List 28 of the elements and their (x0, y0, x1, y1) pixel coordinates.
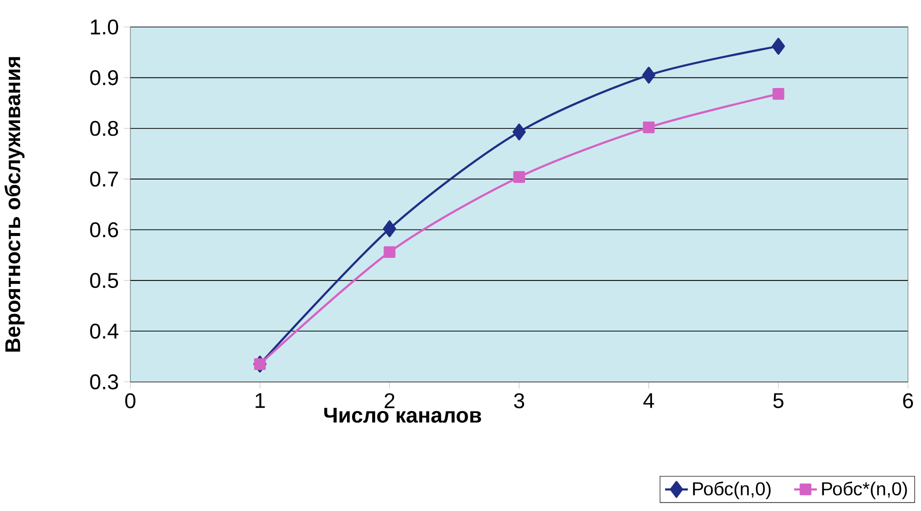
point (772, 88, 784, 100)
y-tick-label: 0.4 (90, 324, 118, 339)
x-tick-label: 1 (256, 393, 265, 408)
point (382, 220, 396, 238)
x-tick-label: 6 (903, 393, 913, 408)
y-axis-title: Вероятность обслуживания (4, 57, 25, 352)
x-tick-label: 5 (773, 393, 784, 408)
y-tick-label: 0.6 (90, 222, 118, 238)
point (512, 124, 526, 140)
point (642, 66, 656, 84)
point (772, 38, 785, 55)
point (384, 246, 396, 258)
y-tick-label: 1.0 (90, 20, 118, 35)
legend-label: Робс(n,0) (693, 482, 771, 500)
y-tick-label: 0.8 (90, 120, 118, 136)
point (254, 358, 266, 370)
x-tick-label: 0 (125, 393, 136, 408)
x-axis-title: Число каналов (324, 408, 482, 423)
point (513, 171, 526, 184)
y-tick-label: 0.5 (90, 273, 118, 288)
x-tick-label: 4 (643, 393, 654, 408)
point (642, 122, 655, 134)
x-tick-label: 2 (384, 393, 394, 408)
y-tick-label: 0.9 (90, 70, 118, 86)
y-tick-label: 0.7 (90, 172, 118, 187)
x-tick-label: 3 (514, 393, 524, 408)
legend-label: Робс*(n,0) (822, 482, 907, 500)
y-tick-label: 0.3 (90, 374, 118, 390)
